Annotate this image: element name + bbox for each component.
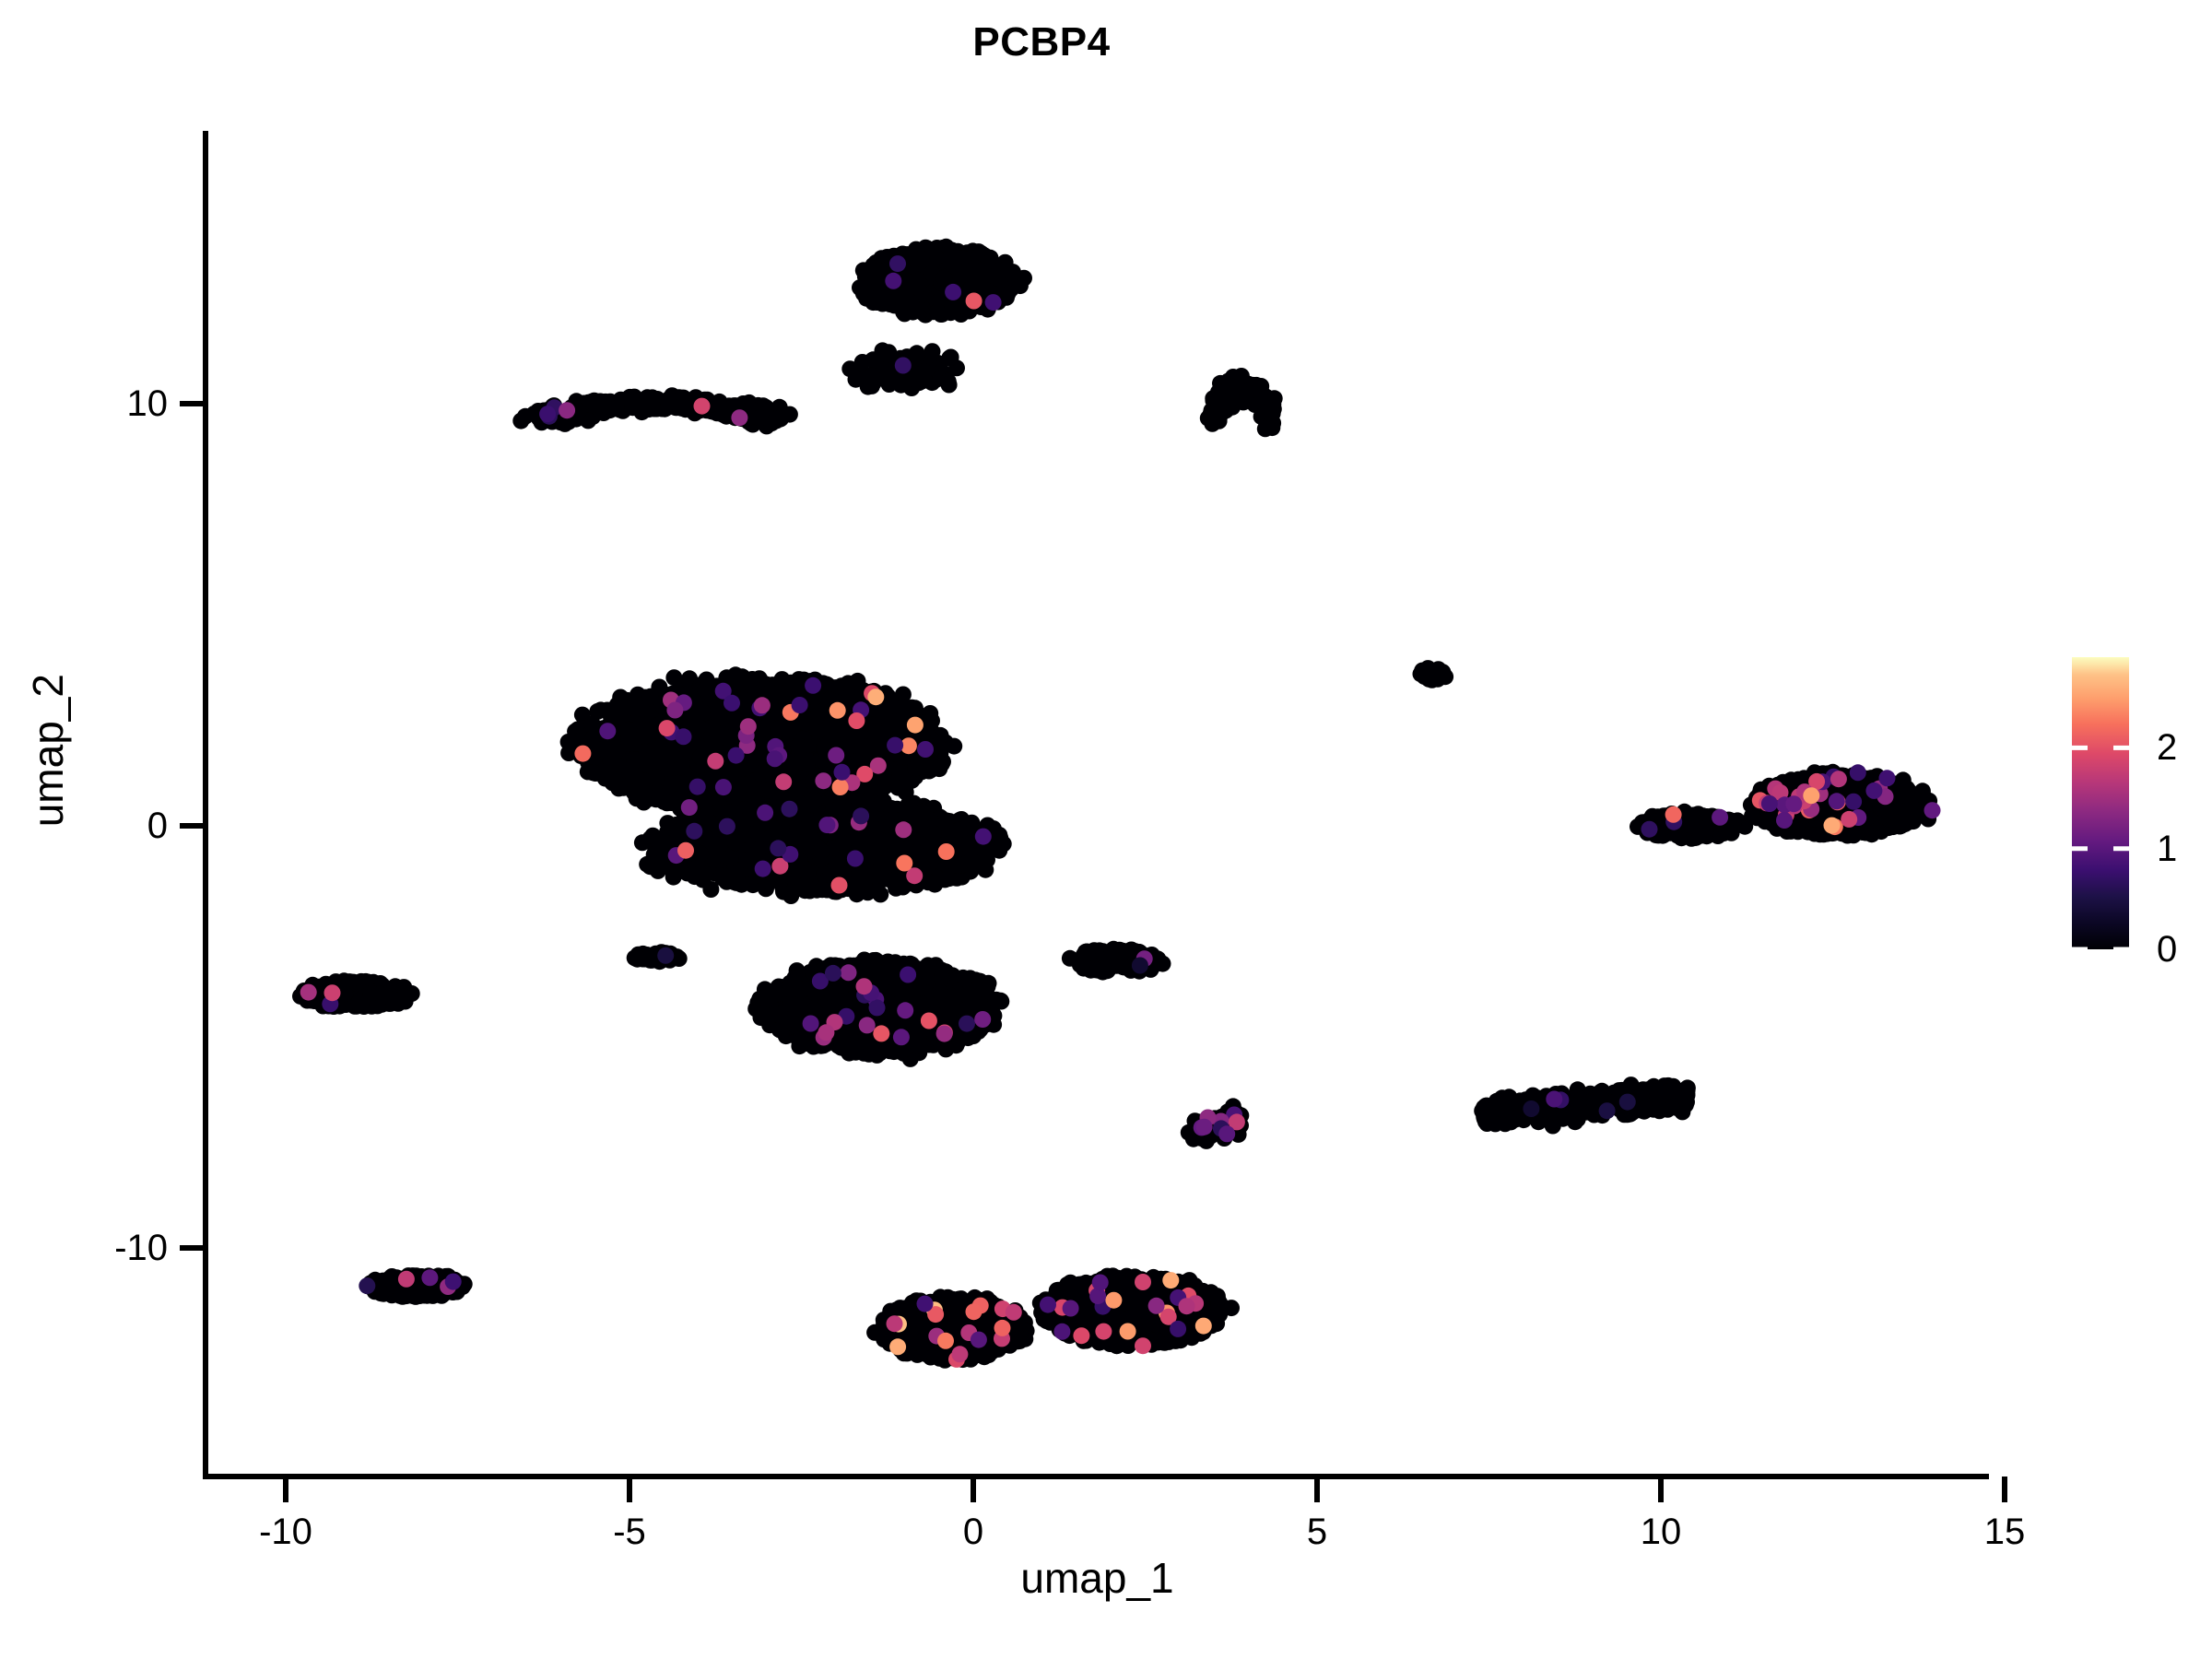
scatter-point	[591, 396, 607, 414]
scatter-point	[878, 346, 896, 363]
scatter-point	[924, 712, 940, 729]
scatter-point	[770, 684, 787, 701]
scatter-point	[863, 259, 880, 276]
scatter-point	[908, 345, 925, 362]
scatter-point	[705, 735, 723, 752]
scatter-point	[632, 772, 650, 789]
scatter-point	[516, 407, 534, 425]
scatter-point	[1256, 420, 1274, 438]
scatter-point	[912, 250, 930, 267]
scatter-point	[929, 303, 947, 321]
scatter-point	[865, 374, 882, 391]
scatter-point	[1208, 410, 1226, 428]
scatter-point	[870, 724, 887, 742]
scatter-point	[733, 876, 750, 893]
scatter-point	[744, 677, 761, 694]
scatter-point	[892, 376, 910, 394]
scatter-point	[643, 398, 661, 416]
scatter-point	[770, 720, 787, 737]
scatter-point	[891, 287, 909, 304]
scatter-point	[946, 737, 963, 755]
scatter-point	[610, 700, 628, 718]
scatter-point	[664, 746, 680, 763]
scatter-point	[912, 365, 930, 382]
scatter-point	[924, 343, 941, 360]
scatter-point	[560, 745, 578, 761]
scatter-point	[768, 410, 785, 428]
scatter-point	[1241, 382, 1258, 399]
scatter-point	[790, 737, 807, 755]
scatter-point	[853, 354, 871, 371]
scatter-point	[924, 265, 940, 282]
scatter-point	[915, 759, 933, 775]
scatter-points	[292, 238, 1941, 1369]
scatter-point	[597, 767, 615, 783]
scatter-point	[607, 400, 625, 418]
scatter-point	[1208, 391, 1226, 408]
scatter-point	[659, 394, 677, 411]
scatter-point	[691, 748, 709, 766]
scatter-point	[960, 266, 978, 284]
scatter-point	[939, 372, 957, 390]
scatter-point	[852, 279, 868, 297]
scatter-point	[751, 409, 769, 427]
scatter-point	[583, 715, 601, 733]
scatter-point	[988, 269, 1006, 287]
scatter-point	[658, 794, 676, 812]
scatter-point	[942, 252, 959, 269]
scatter-point	[898, 273, 915, 290]
scatter-point	[798, 755, 816, 772]
page-title: PCBP4	[972, 19, 1111, 65]
scatter-point	[635, 794, 653, 811]
scatter-point	[624, 398, 641, 416]
scatter-point	[643, 749, 661, 767]
scatter-point	[633, 700, 650, 718]
scatter-point	[942, 348, 959, 366]
scatter-point	[619, 721, 637, 738]
scatter-point	[594, 741, 612, 759]
scatter-point	[647, 770, 665, 787]
scatter-point	[882, 698, 900, 714]
scatter-point	[735, 776, 752, 794]
scatter-point	[609, 741, 627, 758]
scatter-point	[1259, 403, 1277, 420]
